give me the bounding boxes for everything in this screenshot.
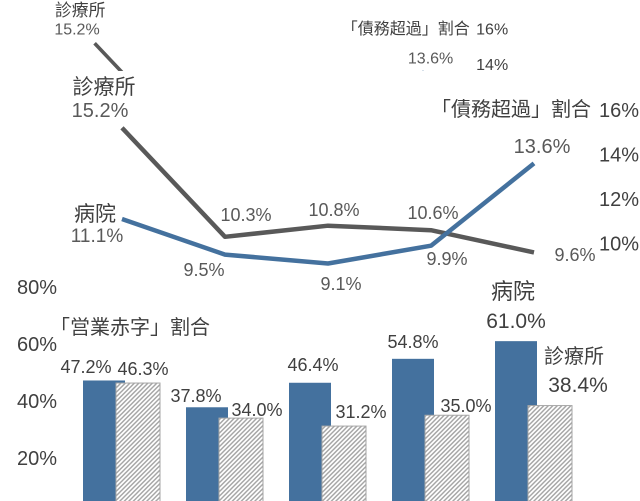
debt-value: 13.6% xyxy=(408,50,453,67)
chart-svg: 47.2%37.8%46.4%54.8%46.3%34.0%31.2%35.0%… xyxy=(54,1,508,71)
bar-clinic-value-0: 46.3% xyxy=(117,359,168,379)
hospital-point-label-2: 9.1% xyxy=(320,274,361,294)
line-clinic-value: 15.2% xyxy=(54,22,99,39)
line-hospital-name: 病院 xyxy=(74,203,116,226)
left-axis-tick-2: 40% xyxy=(17,391,57,413)
debt-title: 「債務超過」割合 xyxy=(431,98,591,121)
bar-clinic-value-1: 34.0% xyxy=(231,400,282,420)
bar-hospital-value-2: 46.4% xyxy=(287,355,338,375)
bar-clinic-2 xyxy=(321,425,367,501)
bar-clinic-value-3: 35.0% xyxy=(440,396,491,416)
debt-title: 「債務超過」割合 xyxy=(342,20,470,38)
hospital-point-label-3: 9.9% xyxy=(426,249,467,269)
line-clinic xyxy=(120,126,535,255)
right-axis-tick-3: 10% xyxy=(599,234,639,256)
line-clinic-name: 診療所 xyxy=(73,76,136,99)
left-axis-tick-1: 60% xyxy=(17,334,57,356)
right-axis-tick-1: 14% xyxy=(476,57,508,71)
bar-hospital-value-1: 37.8% xyxy=(170,386,221,406)
bar-clinic-value: 38.4% xyxy=(548,374,608,397)
deficit-title: 「営業赤字」割合 xyxy=(50,316,210,339)
chart-root: 47.2% 37.8% 46.4% 54.8% 46.3% 34.0% 31.2% 35.0%… xyxy=(17,76,639,501)
right-axis-tick-1: 14% xyxy=(599,145,639,167)
bar-clinic-0 xyxy=(115,382,161,501)
clinic-point-label-1: 10.3% xyxy=(220,205,271,225)
debt-value: 13.6% xyxy=(514,136,571,158)
right-axis-tick-0: 16% xyxy=(476,22,508,39)
line-hospital xyxy=(121,161,536,266)
line-hospital-value: 11.1% xyxy=(71,226,124,247)
bar-hospital-value: 61.0% xyxy=(486,310,546,333)
clinic-point-label-3: 10.6% xyxy=(407,203,458,223)
bar-clinic-1 xyxy=(218,417,264,501)
chart-mini-strip: 47.2%37.8%46.4%54.8%46.3%34.0%31.2%35.0%… xyxy=(0,0,640,71)
line-clinic-name: 診療所 xyxy=(55,1,106,20)
bar-clinic-3 xyxy=(424,414,470,501)
bar-hospital-value-3: 54.8% xyxy=(387,332,438,352)
bar-hospital-value-0: 47.2% xyxy=(60,357,111,377)
hospital-point-label-1: 9.5% xyxy=(183,260,224,280)
bar-hospital-name: 病院 xyxy=(491,279,535,304)
right-axis-tick-2: 12% xyxy=(599,189,639,211)
line-clinic-value: 15.2% xyxy=(72,100,129,122)
bar-clinic-value-2: 31.2% xyxy=(335,402,386,422)
bar-clinic-name: 診療所 xyxy=(544,345,604,368)
clinic-point-label-4: 9.6% xyxy=(554,245,595,265)
clinic-point-label-2: 10.8% xyxy=(308,200,359,220)
left-axis-tick-0: 80% xyxy=(17,277,57,299)
right-axis-tick-0: 16% xyxy=(599,100,639,122)
line-clinic xyxy=(93,42,124,71)
bar-clinic-4 xyxy=(527,405,573,501)
chart-root: 47.2%37.8%46.4%54.8%46.3%34.0%31.2%35.0%… xyxy=(54,1,508,71)
left-axis-tick-3: 20% xyxy=(17,448,57,470)
